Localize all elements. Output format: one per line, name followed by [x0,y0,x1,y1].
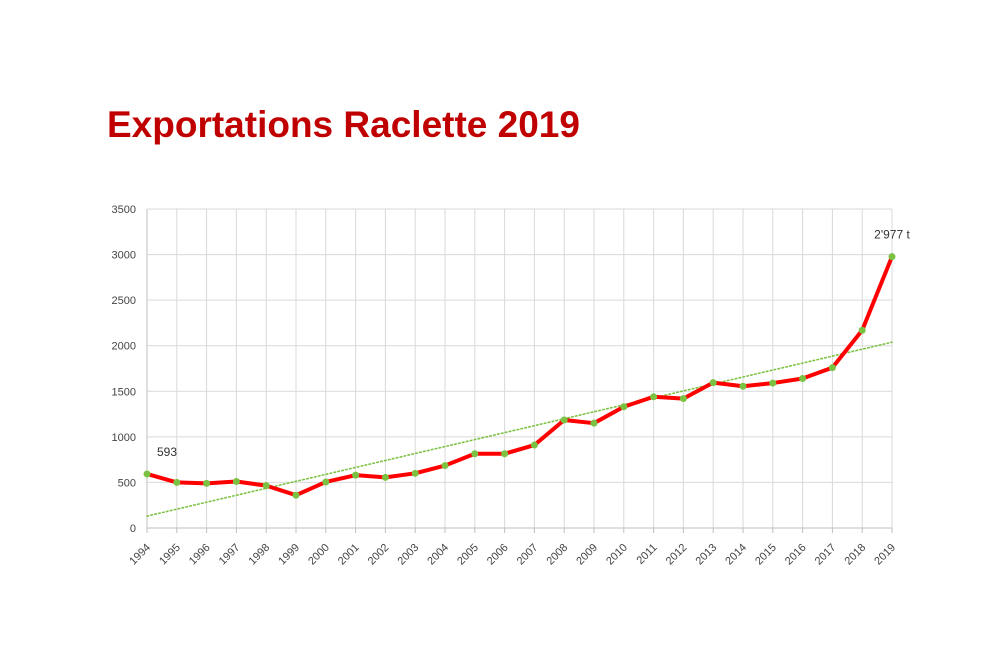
x-tick-label: 2013 [694,542,720,568]
y-tick-label: 1000 [112,432,136,444]
y-tick-label: 1500 [112,386,136,398]
x-tick-label: 2017 [813,542,839,568]
y-axis-ticks: 0 500 1000 1500 2000 2500 3000 3500 [112,204,136,535]
data-point [620,403,628,411]
data-point [709,379,717,387]
y-tick-label: 2500 [112,295,136,307]
x-tick-label: 2014 [723,542,749,568]
data-point [501,450,509,458]
data-point [799,375,807,383]
y-tick-label: 2000 [112,341,136,353]
data-point [411,469,419,477]
data-point [232,478,240,486]
y-tick-label: 3000 [112,250,136,262]
data-point [679,395,687,403]
data-point [322,478,330,486]
y-tick-label: 0 [130,523,136,535]
data-point [173,478,181,486]
x-tick-label: 1997 [217,542,243,568]
x-tick-label: 2019 [872,542,898,568]
x-tick-label: 2009 [574,542,600,568]
x-tick-label: 1998 [247,542,273,568]
x-tick-label: 2015 [753,542,779,568]
x-tick-label: 2002 [366,542,392,568]
trendline [146,341,893,517]
data-point [471,450,479,458]
x-axis-ticks: 1994 1995 1996 1997 1998 1999 2000 2001 2002 2003… [127,542,898,568]
data-label: 2'977 t [874,228,910,242]
x-tick-label: 2007 [515,542,541,568]
data-labels: 593 2'977 t [157,228,911,459]
x-tick-label: 1996 [187,542,213,568]
y-tick-label: 500 [118,477,136,489]
series-group [143,253,896,499]
data-point [530,441,538,449]
x-tick-label: 2006 [485,542,511,568]
trendline-group [146,341,893,517]
data-point [858,326,866,334]
y-tick-label: 3500 [112,204,136,216]
data-point [262,482,270,490]
x-tick-label: 1994 [127,542,153,568]
x-tick-label: 1999 [276,542,302,568]
x-tick-label: 2000 [306,542,332,568]
data-point [292,491,300,499]
series-line [145,254,894,498]
x-tick-label: 2016 [783,542,809,568]
x-tick-label: 2004 [425,542,451,568]
data-label: 593 [157,445,177,459]
data-point [381,473,389,481]
data-point [769,379,777,387]
data-point [203,479,211,487]
x-tick-label: 2010 [604,542,630,568]
x-tick-label: 2011 [635,542,660,567]
x-tick-label: 2005 [455,542,481,568]
x-tick-label: 2012 [664,542,690,568]
x-tick-label: 2001 [336,542,362,568]
x-tick-label: 1995 [157,542,183,568]
x-tick-label: 2008 [545,542,571,568]
data-point [560,416,568,424]
data-point [828,364,836,372]
data-point [650,393,658,401]
x-tick-label: 2003 [396,542,422,568]
data-point [441,462,449,470]
page-title: Exportations Raclette 2019 [107,104,580,145]
data-point [590,419,598,427]
data-point [143,470,151,478]
data-point [888,253,896,261]
data-point [739,382,747,390]
data-point [352,471,360,479]
x-tick-label: 2018 [843,542,869,568]
